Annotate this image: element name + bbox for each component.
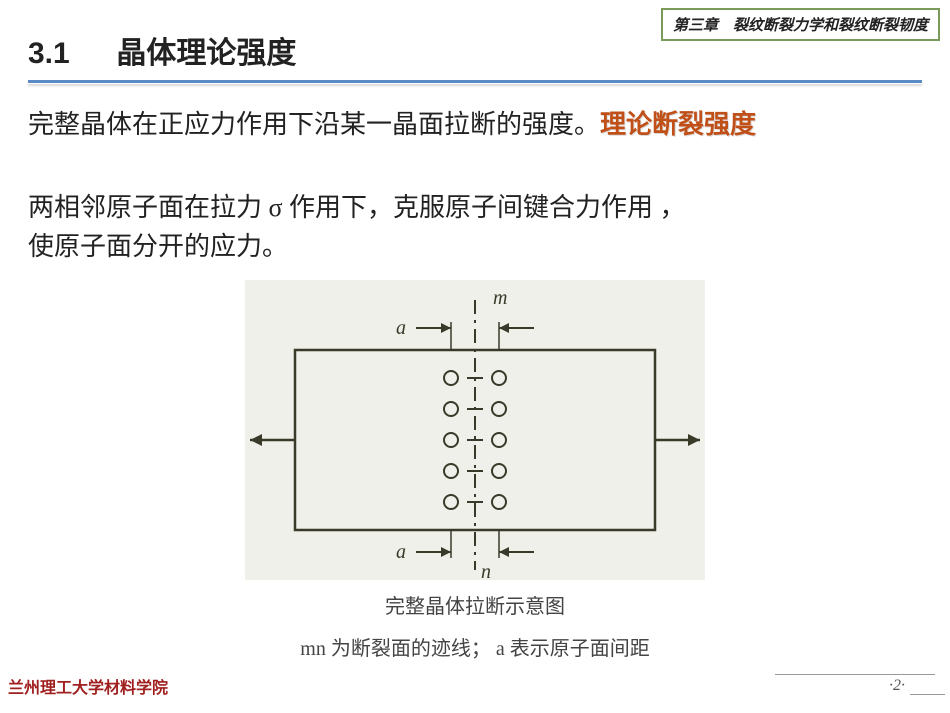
section-title: 3.1 晶体理论强度 <box>28 28 296 72</box>
figure-caption-2: mn 为断裂面的迹线； a 表示原子面间距 <box>0 632 950 661</box>
para1-text: 完整晶体在正应力作用下沿某一晶面拉断的强度。 <box>28 110 600 139</box>
footer-institution: 兰州理工大学材料学院 <box>8 674 168 698</box>
paragraph-1: 完整晶体在正应力作用下沿某一晶面拉断的强度。理论断裂强度 <box>28 105 922 144</box>
svg-text:n: n <box>481 561 491 580</box>
crystal-diagram: mnσσaa <box>245 280 705 580</box>
page-number: ·2· <box>889 677 905 695</box>
chapter-header-box: 第三章 裂纹断裂力学和裂纹断裂韧度 <box>661 8 940 41</box>
svg-text:a: a <box>396 317 406 339</box>
chapter-label: 第三章 裂纹断裂力学和裂纹断裂韧度 <box>673 18 928 34</box>
footer-line <box>775 674 935 675</box>
svg-text:m: m <box>493 287 507 309</box>
para1-highlight: 理论断裂强度 <box>600 110 756 139</box>
figure-caption-1: 完整晶体拉断示意图 <box>0 590 950 619</box>
title-divider <box>28 80 922 84</box>
section-text: 晶体理论强度 <box>116 37 296 70</box>
svg-text:a: a <box>396 541 406 563</box>
para2-line1: 两相邻原子面在拉力 σ 作用下，克服原子间键合力作用 ， <box>28 188 922 227</box>
para2-line2: 使原子面分开的应力。 <box>28 227 922 266</box>
footer-line-2 <box>910 694 945 695</box>
paragraph-2: 两相邻原子面在拉力 σ 作用下，克服原子间键合力作用 ， 使原子面分开的应力。 <box>28 188 922 266</box>
section-number: 3.1 <box>28 37 70 70</box>
